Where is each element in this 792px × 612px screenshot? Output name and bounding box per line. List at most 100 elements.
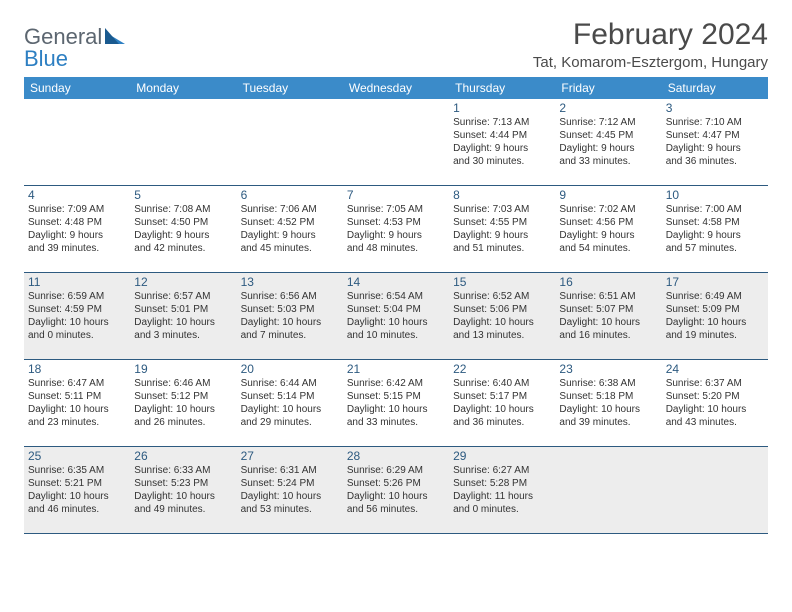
- day-cell: 26Sunrise: 6:33 AMSunset: 5:23 PMDayligh…: [130, 447, 236, 533]
- day-number: 28: [347, 450, 445, 463]
- day-cell: [24, 99, 130, 185]
- day-number: 13: [241, 276, 339, 289]
- day-number: 25: [28, 450, 126, 463]
- sunset-line: Sunset: 5:26 PM: [347, 477, 445, 490]
- sunrise-line: Sunrise: 7:02 AM: [559, 203, 657, 216]
- daylight-line: and 39 minutes.: [28, 242, 126, 255]
- sunrise-line: Sunrise: 6:59 AM: [28, 290, 126, 303]
- day-cell: 7Sunrise: 7:05 AMSunset: 4:53 PMDaylight…: [343, 186, 449, 272]
- dow-row: Sunday Monday Tuesday Wednesday Thursday…: [24, 77, 768, 99]
- sunrise-line: Sunrise: 6:27 AM: [453, 464, 551, 477]
- day-number: 4: [28, 189, 126, 202]
- day-cell: 10Sunrise: 7:00 AMSunset: 4:58 PMDayligh…: [662, 186, 768, 272]
- daylight-line: and 43 minutes.: [666, 416, 764, 429]
- day-cell: 5Sunrise: 7:08 AMSunset: 4:50 PMDaylight…: [130, 186, 236, 272]
- logo-word2: Blue: [24, 46, 68, 71]
- day-number: 29: [453, 450, 551, 463]
- sunset-line: Sunset: 5:06 PM: [453, 303, 551, 316]
- sunrise-line: Sunrise: 7:08 AM: [134, 203, 232, 216]
- week-row: 4Sunrise: 7:09 AMSunset: 4:48 PMDaylight…: [24, 186, 768, 273]
- week-row: 18Sunrise: 6:47 AMSunset: 5:11 PMDayligh…: [24, 360, 768, 447]
- sunrise-line: Sunrise: 6:44 AM: [241, 377, 339, 390]
- sunset-line: Sunset: 5:23 PM: [134, 477, 232, 490]
- sunset-line: Sunset: 4:55 PM: [453, 216, 551, 229]
- daylight-line: and 0 minutes.: [453, 503, 551, 516]
- daylight-line: Daylight: 10 hours: [241, 316, 339, 329]
- day-number: 21: [347, 363, 445, 376]
- daylight-line: and 33 minutes.: [559, 155, 657, 168]
- daylight-line: and 30 minutes.: [453, 155, 551, 168]
- day-cell: 24Sunrise: 6:37 AMSunset: 5:20 PMDayligh…: [662, 360, 768, 446]
- week-row: 25Sunrise: 6:35 AMSunset: 5:21 PMDayligh…: [24, 447, 768, 534]
- day-number: 27: [241, 450, 339, 463]
- day-number: 5: [134, 189, 232, 202]
- sunrise-line: Sunrise: 6:38 AM: [559, 377, 657, 390]
- sunrise-line: Sunrise: 6:46 AM: [134, 377, 232, 390]
- day-cell: 22Sunrise: 6:40 AMSunset: 5:17 PMDayligh…: [449, 360, 555, 446]
- week-row: 1Sunrise: 7:13 AMSunset: 4:44 PMDaylight…: [24, 99, 768, 186]
- sunset-line: Sunset: 5:28 PM: [453, 477, 551, 490]
- sunset-line: Sunset: 4:45 PM: [559, 129, 657, 142]
- day-number: 7: [347, 189, 445, 202]
- sunrise-line: Sunrise: 6:54 AM: [347, 290, 445, 303]
- sunrise-line: Sunrise: 7:06 AM: [241, 203, 339, 216]
- sunrise-line: Sunrise: 7:00 AM: [666, 203, 764, 216]
- day-cell: 4Sunrise: 7:09 AMSunset: 4:48 PMDaylight…: [24, 186, 130, 272]
- daylight-line: and 48 minutes.: [347, 242, 445, 255]
- daylight-line: Daylight: 10 hours: [28, 316, 126, 329]
- daylight-line: Daylight: 9 hours: [134, 229, 232, 242]
- sunset-line: Sunset: 5:20 PM: [666, 390, 764, 403]
- location: Tat, Komarom-Esztergom, Hungary: [533, 54, 768, 71]
- daylight-line: Daylight: 10 hours: [347, 316, 445, 329]
- sunset-line: Sunset: 4:50 PM: [134, 216, 232, 229]
- day-number: 3: [666, 102, 764, 115]
- day-number: 20: [241, 363, 339, 376]
- daylight-line: and 3 minutes.: [134, 329, 232, 342]
- sunrise-line: Sunrise: 7:10 AM: [666, 116, 764, 129]
- daylight-line: Daylight: 9 hours: [347, 229, 445, 242]
- sunset-line: Sunset: 4:52 PM: [241, 216, 339, 229]
- day-cell: 8Sunrise: 7:03 AMSunset: 4:55 PMDaylight…: [449, 186, 555, 272]
- day-cell: 20Sunrise: 6:44 AMSunset: 5:14 PMDayligh…: [237, 360, 343, 446]
- daylight-line: Daylight: 10 hours: [347, 490, 445, 503]
- sunset-line: Sunset: 5:18 PM: [559, 390, 657, 403]
- day-cell: [555, 447, 661, 533]
- day-number: 24: [666, 363, 764, 376]
- daylight-line: and 49 minutes.: [134, 503, 232, 516]
- day-cell: 18Sunrise: 6:47 AMSunset: 5:11 PMDayligh…: [24, 360, 130, 446]
- daylight-line: Daylight: 9 hours: [28, 229, 126, 242]
- sunrise-line: Sunrise: 6:56 AM: [241, 290, 339, 303]
- dow-tuesday: Tuesday: [237, 77, 343, 99]
- day-cell: 16Sunrise: 6:51 AMSunset: 5:07 PMDayligh…: [555, 273, 661, 359]
- day-number: 9: [559, 189, 657, 202]
- day-cell: 23Sunrise: 6:38 AMSunset: 5:18 PMDayligh…: [555, 360, 661, 446]
- sunrise-line: Sunrise: 6:42 AM: [347, 377, 445, 390]
- daylight-line: and 7 minutes.: [241, 329, 339, 342]
- daylight-line: Daylight: 10 hours: [241, 403, 339, 416]
- daylight-line: and 26 minutes.: [134, 416, 232, 429]
- daylight-line: and 46 minutes.: [28, 503, 126, 516]
- logo-text-block: General Blue: [24, 26, 125, 70]
- daylight-line: and 42 minutes.: [134, 242, 232, 255]
- sunrise-line: Sunrise: 7:13 AM: [453, 116, 551, 129]
- daylight-line: Daylight: 11 hours: [453, 490, 551, 503]
- day-number: 12: [134, 276, 232, 289]
- day-cell: 6Sunrise: 7:06 AMSunset: 4:52 PMDaylight…: [237, 186, 343, 272]
- day-cell: 2Sunrise: 7:12 AMSunset: 4:45 PMDaylight…: [555, 99, 661, 185]
- daylight-line: and 45 minutes.: [241, 242, 339, 255]
- day-cell: 19Sunrise: 6:46 AMSunset: 5:12 PMDayligh…: [130, 360, 236, 446]
- logo: General Blue: [24, 18, 125, 70]
- sunrise-line: Sunrise: 6:37 AM: [666, 377, 764, 390]
- sunset-line: Sunset: 4:56 PM: [559, 216, 657, 229]
- sunset-line: Sunset: 5:04 PM: [347, 303, 445, 316]
- daylight-line: and 54 minutes.: [559, 242, 657, 255]
- sunrise-line: Sunrise: 6:31 AM: [241, 464, 339, 477]
- day-number: 11: [28, 276, 126, 289]
- daylight-line: and 56 minutes.: [347, 503, 445, 516]
- sunrise-line: Sunrise: 7:09 AM: [28, 203, 126, 216]
- daylight-line: Daylight: 9 hours: [666, 142, 764, 155]
- sunrise-line: Sunrise: 6:40 AM: [453, 377, 551, 390]
- sunset-line: Sunset: 5:03 PM: [241, 303, 339, 316]
- day-cell: 14Sunrise: 6:54 AMSunset: 5:04 PMDayligh…: [343, 273, 449, 359]
- day-number: 26: [134, 450, 232, 463]
